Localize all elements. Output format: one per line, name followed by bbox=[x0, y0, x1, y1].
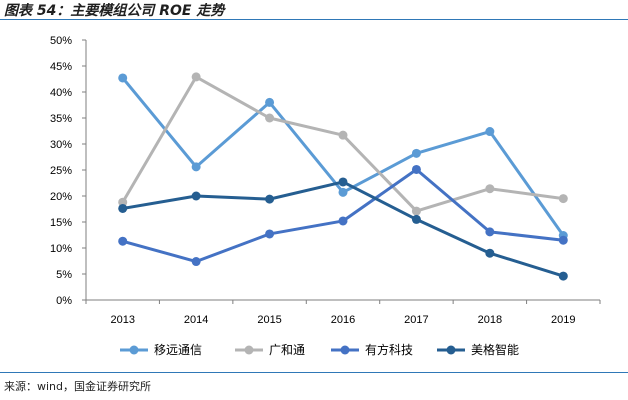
x-tick-label: 2017 bbox=[404, 314, 428, 326]
x-tick-label: 2018 bbox=[478, 314, 502, 326]
data-point bbox=[558, 235, 568, 245]
data-point bbox=[118, 203, 128, 213]
legend-item: 美格智能 bbox=[437, 342, 519, 357]
series-4 bbox=[118, 177, 568, 281]
y-tick-label: 20% bbox=[50, 191, 72, 203]
legend-swatch-marker bbox=[446, 345, 456, 355]
line-chart: 0% 5% 10% 15% 20% 25% 30% 35% 40% 45% 50% 2013 2014 2… bbox=[50, 35, 601, 357]
data-point bbox=[485, 127, 495, 137]
chart-legend: 移远通信 广和通 有方科技 美格智能 bbox=[120, 342, 519, 357]
legend-swatch-marker bbox=[129, 345, 139, 355]
data-point bbox=[118, 73, 128, 83]
y-tick-label: 35% bbox=[50, 113, 72, 125]
data-point bbox=[265, 229, 275, 239]
legend-item: 广和通 bbox=[235, 343, 305, 357]
data-point bbox=[265, 194, 275, 204]
data-point bbox=[411, 206, 421, 216]
legend-label: 移远通信 bbox=[154, 343, 202, 357]
data-point bbox=[338, 130, 348, 140]
data-point bbox=[191, 191, 201, 201]
data-point bbox=[558, 271, 568, 281]
chart-series bbox=[118, 72, 568, 281]
y-tick-label: 40% bbox=[50, 87, 72, 99]
data-point bbox=[338, 216, 348, 226]
data-point bbox=[265, 113, 275, 123]
series-2 bbox=[118, 72, 568, 216]
y-tick-label: 15% bbox=[50, 217, 72, 229]
y-tick-label: 45% bbox=[50, 61, 72, 73]
data-point bbox=[191, 72, 201, 82]
data-point bbox=[191, 162, 201, 172]
x-tick-label: 2014 bbox=[184, 314, 208, 326]
series-line bbox=[121, 76, 565, 238]
data-point bbox=[411, 148, 421, 158]
y-tick-label: 5% bbox=[56, 269, 72, 281]
y-tick-label: 50% bbox=[50, 35, 72, 47]
data-point bbox=[411, 164, 421, 174]
legend-label: 美格智能 bbox=[471, 342, 519, 357]
chart-axes: 0% 5% 10% 15% 20% 25% 30% 35% 40% 45% 50% 2013 2014 2… bbox=[50, 35, 601, 326]
figure-title: 图表 54：主要模组公司 ROE 走势 bbox=[4, 3, 225, 19]
data-point bbox=[485, 248, 495, 258]
legend-item: 移远通信 bbox=[120, 343, 202, 357]
top-rule bbox=[0, 19, 628, 20]
x-tick-label: 2015 bbox=[257, 314, 281, 326]
data-point bbox=[411, 214, 421, 224]
bottom-rule bbox=[0, 372, 628, 373]
y-tick-label: 10% bbox=[50, 243, 72, 255]
series-3 bbox=[118, 164, 568, 267]
x-tick-label: 2013 bbox=[110, 314, 134, 326]
data-point bbox=[118, 197, 128, 207]
y-tick-label: 30% bbox=[50, 139, 72, 151]
legend-label: 广和通 bbox=[269, 343, 305, 357]
data-point bbox=[558, 194, 568, 204]
x-tick-label: 2019 bbox=[551, 314, 575, 326]
y-tick-label: 0% bbox=[56, 295, 72, 307]
y-tick-label: 25% bbox=[50, 165, 72, 177]
series-1 bbox=[118, 73, 568, 241]
data-point bbox=[485, 184, 495, 194]
x-tick-label: 2016 bbox=[331, 314, 355, 326]
data-point bbox=[118, 236, 128, 246]
data-point bbox=[485, 227, 495, 237]
legend-swatch-marker bbox=[244, 345, 254, 355]
legend-swatch-marker bbox=[340, 345, 350, 355]
legend-item: 有方科技 bbox=[331, 342, 413, 357]
data-point bbox=[338, 187, 348, 197]
data-point bbox=[191, 257, 201, 267]
source-note: 来源：wind，国金证券研究所 bbox=[4, 380, 152, 393]
legend-label: 有方科技 bbox=[365, 342, 413, 357]
data-point bbox=[265, 97, 275, 107]
data-point bbox=[338, 177, 348, 187]
